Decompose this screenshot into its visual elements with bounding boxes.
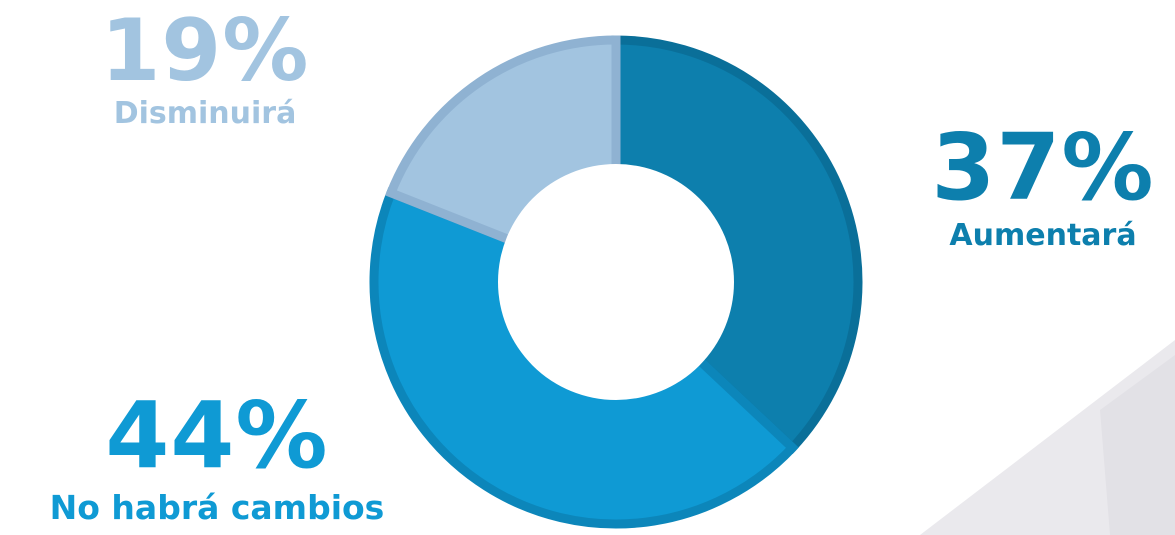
slice-percent: 44% [105,382,329,489]
slice-name: Disminuirá [113,96,297,131]
corner-shape-shade [1100,355,1175,535]
slice-name: Aumentará [949,218,1137,253]
donut-hole [498,164,734,400]
donut-slice-0 [611,35,863,455]
slice-percent: 37% [931,114,1155,221]
slice-percent: 19% [100,1,310,101]
slice-name: No habrá cambios [49,488,385,527]
slice-label-aumentara: 37% Aumentará [898,122,1175,254]
slice-label-disminuira: 19% Disminuirá [70,8,340,132]
slice-label-no-habra-cambios: 44% No habrá cambios [0,390,434,528]
